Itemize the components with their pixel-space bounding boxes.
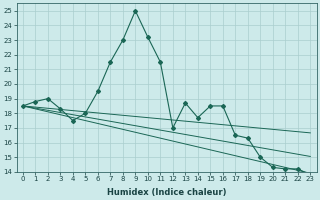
X-axis label: Humidex (Indice chaleur): Humidex (Indice chaleur) — [107, 188, 226, 197]
